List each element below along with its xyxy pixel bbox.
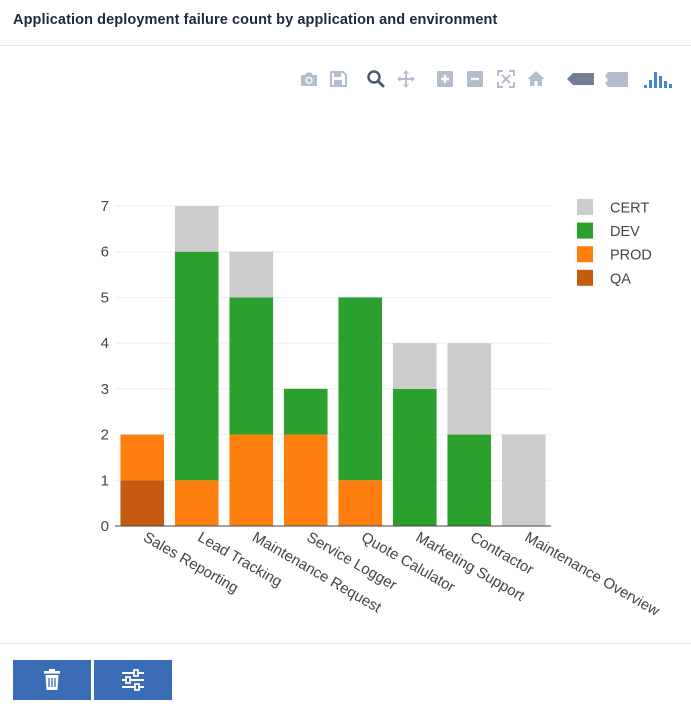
bar-qa (120, 480, 165, 526)
settings-button[interactable] (94, 660, 172, 700)
bar-cert (501, 434, 546, 526)
chart-header: Application deployment failure count by … (0, 0, 691, 46)
legend-swatch-qa (577, 269, 593, 286)
bar-prod (174, 480, 219, 526)
camera-icon[interactable] (298, 68, 320, 90)
bar-cert (392, 343, 437, 389)
hover-compare-icon[interactable] (604, 68, 630, 90)
bar-prod (120, 434, 165, 481)
y-tick-label: 4 (101, 335, 109, 352)
bar-dev (283, 388, 328, 435)
delete-button[interactable] (13, 660, 91, 700)
bar-prod (338, 480, 383, 526)
x-tick-label: Quote Calulator (358, 529, 457, 596)
zoom-icon[interactable] (365, 68, 387, 90)
x-tick-label: Sales Reporting (140, 529, 241, 597)
bar-prod (283, 434, 328, 526)
bar-dev (392, 388, 437, 526)
bar-prod (229, 434, 274, 526)
x-tick-label: Maintenance Overview (522, 529, 663, 620)
trash-icon (44, 669, 60, 690)
y-tick-label: 3 (101, 381, 109, 398)
legend-swatch-prod (577, 246, 593, 263)
bar-dev (338, 297, 383, 481)
legend-label: CERT (610, 201, 649, 217)
zoom-out-icon[interactable] (464, 68, 486, 90)
bar-dev (229, 297, 274, 435)
bar-cert (447, 343, 492, 435)
bar-dev (447, 434, 492, 526)
bar-cert (229, 251, 274, 298)
y-tick-label: 0 (101, 518, 109, 535)
legend-label: PROD (610, 248, 652, 264)
pan-icon[interactable] (395, 68, 417, 90)
zoom-in-icon[interactable] (434, 68, 456, 90)
sliders-icon (122, 669, 144, 691)
modebar (0, 68, 691, 92)
hover-closest-icon[interactable] (566, 68, 596, 90)
autoscale-icon[interactable] (495, 68, 517, 90)
home-icon[interactable] (525, 68, 547, 90)
bar-dev (174, 251, 219, 481)
y-tick-label: 6 (101, 244, 109, 261)
plotly-logo-icon[interactable] (643, 68, 675, 90)
footer-toolbar (0, 643, 691, 722)
y-tick-label: 1 (101, 472, 109, 489)
y-tick-label: 7 (101, 198, 109, 215)
bar-cert (174, 206, 219, 252)
legend-swatch-dev (577, 222, 593, 239)
legend-label: QA (610, 271, 631, 287)
save-icon[interactable] (327, 68, 349, 90)
legend-label: DEV (610, 224, 640, 240)
y-tick-label: 2 (101, 427, 109, 444)
chart-title: Application deployment failure count by … (13, 12, 498, 28)
y-tick-label: 5 (101, 289, 109, 306)
legend-swatch-cert (577, 199, 593, 215)
